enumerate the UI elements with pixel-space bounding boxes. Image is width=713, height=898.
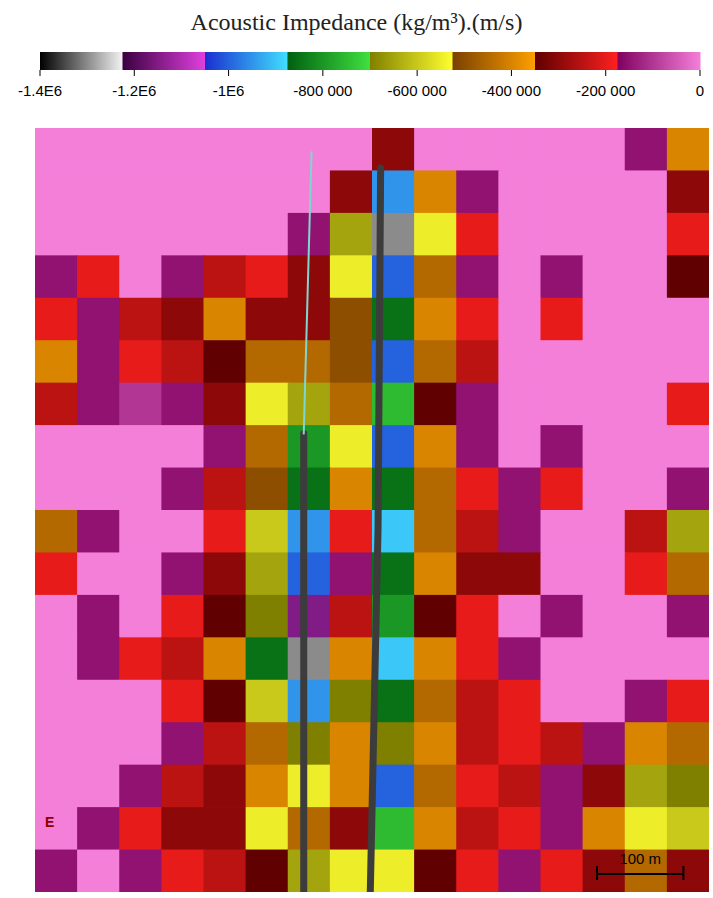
html-text:Acoustic Impedance (kg/m³).(m/: Acoustic Impedance (kg/m³).(m/s): [190, 9, 523, 35]
svg-text:-600 000: -600 000: [388, 82, 447, 99]
html-text:E: E: [45, 814, 55, 830]
svg-text:-1E6: -1E6: [213, 82, 245, 99]
svg-text:-200 000: -200 000: [576, 82, 635, 99]
svg-text:0: 0: [696, 82, 704, 99]
svg-text:100 m: 100 m: [619, 850, 661, 867]
svg-text:-1.4E6: -1.4E6: [18, 82, 62, 99]
svg-text:-1.2E6: -1.2E6: [112, 82, 156, 99]
svg-text:-800 000: -800 000: [293, 82, 352, 99]
svg-text:-400 000: -400 000: [482, 82, 541, 99]
